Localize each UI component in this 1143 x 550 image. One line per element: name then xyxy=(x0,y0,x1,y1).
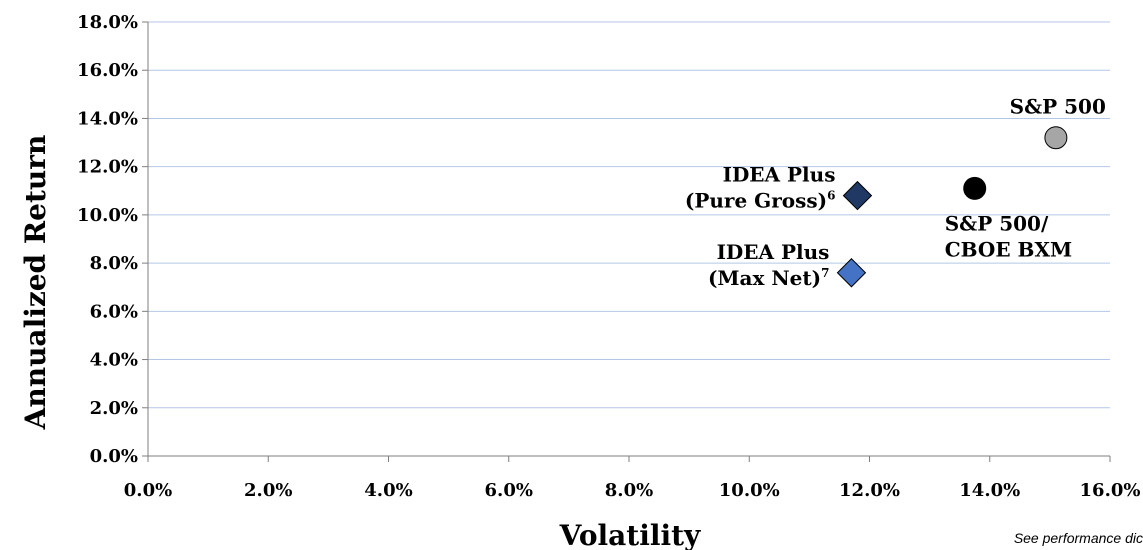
x-tick-label: 0.0% xyxy=(124,480,172,501)
data-point xyxy=(1044,126,1068,150)
point-label: IDEA Plus xyxy=(723,163,836,187)
x-tick-label: 4.0% xyxy=(364,480,412,501)
y-tick-label: 16.0% xyxy=(77,60,138,81)
point-label: IDEA Plus xyxy=(717,240,830,264)
y-tick-label: 18.0% xyxy=(77,12,138,33)
y-tick-label: 2.0% xyxy=(90,398,138,419)
gridlines xyxy=(148,21,1110,409)
data-points xyxy=(836,126,1068,288)
y-axis-ticks: 0.0% 2.0% 4.0% 6.0% 8.0% 10.0% 12.0% 14.0% 16.0%… xyxy=(77,12,138,467)
point-label: S&P 500/ xyxy=(945,211,1049,235)
footnote: See performance dic xyxy=(1013,530,1143,546)
data-point xyxy=(963,176,987,200)
point-label: (Max Net)7 xyxy=(708,266,830,290)
x-tick-label: 16.0% xyxy=(1080,480,1141,501)
x-tick-label: 2.0% xyxy=(244,480,292,501)
x-axis-ticks: 0.0% 2.0% 4.0% 6.0% 8.0% 10.0% 12.0% 14.0% 16.0% xyxy=(124,480,1141,501)
x-axis-title: Volatility xyxy=(559,519,701,550)
y-tick-label: 8.0% xyxy=(90,253,138,274)
x-tick-label: 14.0% xyxy=(959,480,1020,501)
point-label: CBOE BXM xyxy=(945,237,1072,261)
x-tick-label: 12.0% xyxy=(839,480,900,501)
point-label: S&P 500 xyxy=(1010,95,1106,119)
axes xyxy=(142,21,1111,462)
y-tick-label: 4.0% xyxy=(90,350,138,371)
y-tick-label: 0.0% xyxy=(90,446,138,467)
point-label: (Pure Gross)6 xyxy=(685,189,836,213)
data-point xyxy=(842,180,873,211)
y-tick-label: 6.0% xyxy=(90,301,138,322)
data-point xyxy=(836,258,867,288)
y-tick-label: 12.0% xyxy=(77,157,138,178)
x-tick-label: 8.0% xyxy=(605,480,653,501)
y-axis-title: Annualized Return xyxy=(19,135,52,431)
y-tick-label: 14.0% xyxy=(77,108,138,129)
x-tick-label: 6.0% xyxy=(485,480,533,501)
x-tick-label: 10.0% xyxy=(719,480,780,501)
y-tick-label: 10.0% xyxy=(77,205,138,226)
